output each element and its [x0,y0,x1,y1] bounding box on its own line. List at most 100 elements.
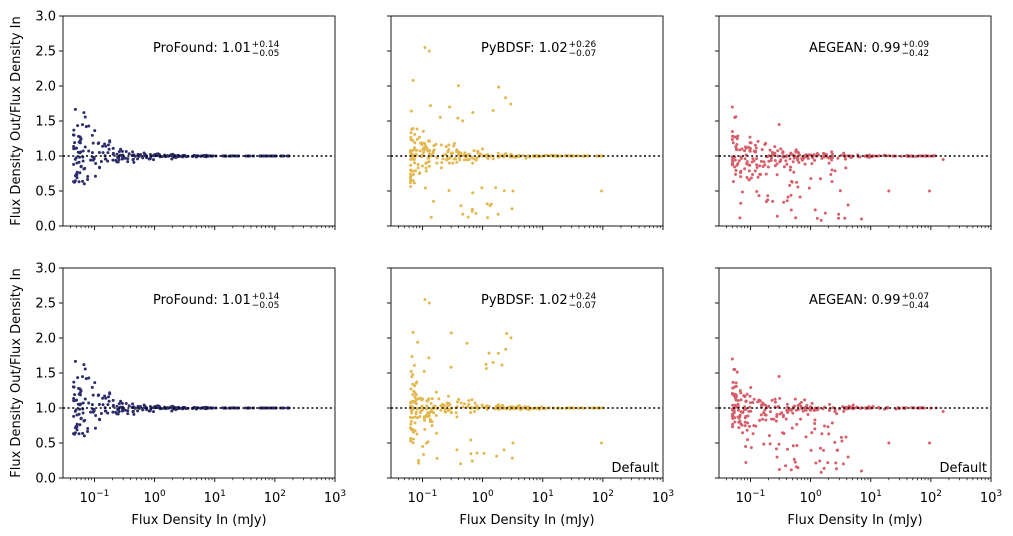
data-point [419,397,423,401]
x-tick-label: 101 [204,489,226,506]
data-point [745,392,749,396]
data-point [452,144,456,148]
data-point [777,442,781,446]
data-point [89,410,93,414]
data-point [796,156,800,160]
data-point [887,189,891,193]
data-point [435,456,439,460]
data-point [835,467,838,471]
data-point [416,166,420,170]
data-point [461,405,465,409]
data-point [842,409,846,413]
data-point [755,157,759,161]
data-point [447,401,451,405]
data-point [448,105,452,109]
x-axis-label: Flux Density In (mJy) [787,513,922,528]
data-point [481,147,485,151]
panel-r2c1: 0.0 0.5 1.0 1.5 2.0 2.5 3.0 10−1 100 101 102 103 Pro… [9,261,346,528]
data-point [440,161,444,165]
data-point [84,377,88,381]
data-point [106,403,110,407]
data-point [739,171,742,175]
data-point [732,135,736,139]
data-point [785,447,789,451]
data-point [72,144,76,148]
data-point [737,426,741,430]
data-point [425,146,429,150]
x-tick-label: 100 [799,489,822,506]
data-point [90,151,94,155]
x-tick-label: 100 [471,489,494,506]
data-point [136,152,140,156]
data-point [78,155,82,159]
data-point [734,172,738,176]
data-point [107,147,111,151]
data-point [730,412,734,416]
data-point [491,361,495,364]
data-point [839,435,843,439]
data-point [470,459,474,463]
data-point [813,158,817,162]
data-point [423,298,427,301]
data-point [467,402,471,406]
data-point [733,385,737,389]
data-point [101,151,105,155]
data-point [794,465,798,469]
data-point [74,408,78,412]
data-point [81,179,85,183]
y-tick-label: 0.0 [35,219,56,234]
data-point [152,410,155,414]
data-point [427,49,431,53]
data-point [132,412,136,416]
data-point [785,199,789,203]
data-point [206,406,210,410]
data-point [82,434,86,438]
data-point [72,432,76,436]
y-tick-label: 1.5 [35,366,56,381]
data-point [72,128,76,132]
data-point [809,448,813,452]
data-point [758,399,762,403]
data-point [465,158,469,162]
data-point [734,405,738,409]
data-point [410,355,414,359]
data-point [747,145,751,149]
data-point [121,157,125,161]
data-point [491,157,495,161]
data-point [882,154,886,158]
data-point [837,212,841,216]
data-point [72,180,76,184]
data-point [455,415,459,419]
data-point [86,177,90,181]
data-point [766,198,770,202]
data-point [123,408,127,412]
x-tick-label: 100 [143,489,166,506]
data-point [797,160,801,164]
data-point [421,141,425,145]
data-point [759,413,763,417]
data-point [103,409,107,413]
data-point [807,186,811,190]
median-annotation: PyBDSF: 1.02 [481,41,568,56]
data-point [830,158,834,162]
data-point [428,104,432,108]
data-point [141,156,145,160]
data-point [409,109,413,113]
data-point [496,151,500,155]
data-point [791,444,795,448]
data-point [795,443,799,447]
data-point [72,399,76,403]
data-point [147,409,151,413]
data-point [791,411,795,415]
data-point [773,400,777,404]
upper-error: +0.14 [252,40,280,50]
data-point [759,403,763,407]
data-point [798,195,802,199]
data-point [767,404,771,408]
data-point [751,400,755,404]
data-point [471,161,475,165]
data-point [466,215,470,219]
data-point [439,408,443,412]
data-point [453,142,457,146]
data-point [823,211,827,215]
